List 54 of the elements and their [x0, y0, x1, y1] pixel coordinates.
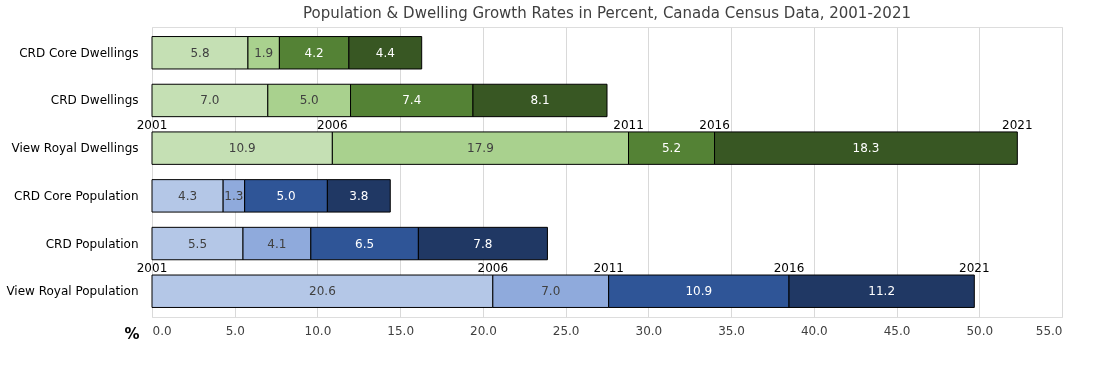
data-label: 5.0	[276, 188, 296, 203]
annotation: 2011	[593, 261, 624, 276]
x-tick-label: 5.0	[225, 323, 245, 338]
annotation: 2016	[773, 261, 805, 276]
data-label: 7.4	[402, 93, 422, 108]
x-tick-label: 55.0	[1035, 323, 1063, 338]
data-label: 1.9	[254, 45, 274, 60]
data-label: 4.4	[375, 45, 395, 60]
data-label: 5.5	[187, 236, 208, 251]
data-label: 5.0	[299, 93, 319, 108]
annotation: 2006	[317, 118, 348, 133]
data-label: 4.1	[267, 236, 287, 251]
y-tick-label: CRD Core Dwellings	[19, 45, 139, 60]
data-label: 3.8	[349, 188, 369, 203]
x-tick-label: 40.0	[800, 323, 828, 338]
x-tick-label: 50.0	[966, 323, 994, 338]
y-tick-label: View Royal Population	[6, 284, 139, 299]
x-tick-label: 10.0	[304, 323, 332, 338]
chart-title: Population & Dwelling Growth Rates in Percent, Canada Census Data, 2001-2021	[303, 4, 911, 22]
annotation: 2001	[136, 118, 168, 133]
data-label: 7.8	[473, 236, 493, 251]
x-tick-label: 20.0	[470, 323, 497, 338]
annotation: 2021	[1002, 118, 1033, 133]
data-label: 7.0	[541, 284, 561, 299]
data-label: 11.2	[868, 284, 896, 299]
data-label: 17.9	[467, 141, 494, 156]
data-label: 6.5	[355, 236, 375, 251]
data-label: 8.1	[530, 93, 550, 108]
data-label: 4.2	[304, 45, 324, 60]
y-tick-label: CRD Dwellings	[50, 93, 139, 108]
x-tick-label: 45.0	[883, 323, 911, 338]
data-label: 5.2	[661, 141, 682, 156]
data-label: 7.0	[200, 93, 220, 108]
x-tick-label: 30.0	[635, 323, 663, 338]
data-label: 20.6	[309, 284, 336, 299]
x-tick-label: 25.0	[552, 323, 580, 338]
annotation: 2001	[136, 261, 168, 276]
annotation: 2006	[477, 261, 509, 276]
data-label: 10.9	[228, 141, 256, 156]
y-tick-label: CRD Core Population	[14, 188, 139, 203]
y-tick-label: View Royal Dwellings	[11, 141, 139, 156]
annotation: 2021	[959, 261, 990, 276]
x-tick-label: 0.0	[152, 323, 172, 338]
x-tick-label: 15.0	[387, 323, 415, 338]
annotation: 2011	[613, 118, 644, 133]
data-label: 18.3	[852, 141, 880, 156]
data-label: 10.9	[685, 284, 713, 299]
data-label: 4.3	[178, 188, 198, 203]
data-label: 5.8	[190, 45, 210, 60]
x-axis-title: %	[124, 324, 140, 343]
x-tick-label: 35.0	[718, 323, 745, 338]
annotation: 2016	[699, 118, 730, 133]
y-tick-label: CRD Population	[45, 236, 139, 251]
data-label: 1.3	[224, 188, 244, 203]
